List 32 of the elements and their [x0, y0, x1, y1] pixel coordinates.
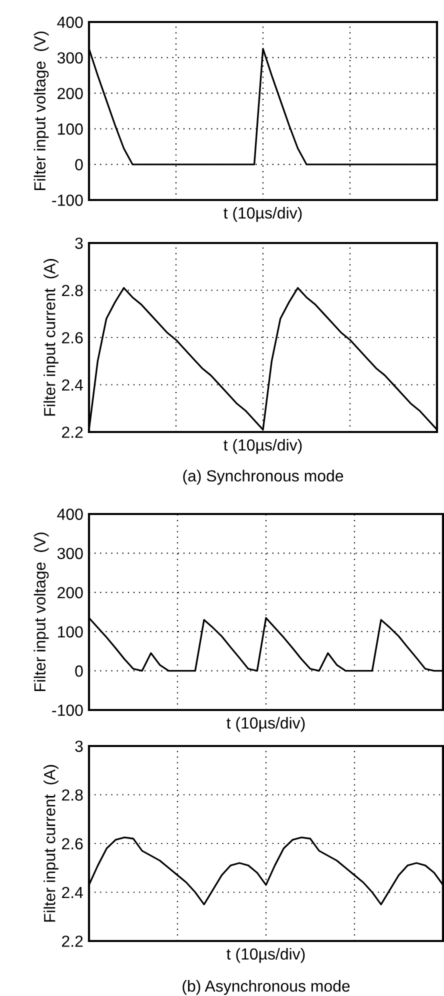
- y-tick-label: 3: [75, 740, 83, 752]
- y-tick-label: 2.8: [62, 284, 83, 296]
- y-axis-title: Filter input voltage (V): [34, 532, 49, 692]
- y-tick-label: 100: [58, 626, 83, 638]
- y-tick-label: 2.8: [62, 789, 83, 801]
- y-tick-label: 300: [57, 548, 83, 560]
- text: (a) Synchronous mode: [183, 470, 344, 485]
- x-axis-title: t (10µs/div): [224, 206, 302, 222]
- y-tick-label: 2.4: [62, 886, 83, 898]
- y-tick-label: 2.4: [62, 379, 83, 391]
- y-tick-label: 2.2: [62, 936, 83, 947]
- y-tick-label: 2.2: [62, 426, 83, 438]
- y-tick-label: 0: [75, 665, 83, 677]
- y-tick-label: 400: [57, 508, 83, 520]
- y-tick-label: 200: [58, 587, 83, 598]
- y-tick-label: 3: [75, 238, 83, 249]
- y-axis-title: Filter input voltage (V): [34, 32, 49, 190]
- y-tick-label: 400: [57, 16, 83, 28]
- x-axis-title: t (10µs/div): [226, 716, 305, 732]
- y-tick-label: 2.6: [62, 838, 83, 850]
- x-axis-title: t (10µs/div): [226, 948, 305, 963]
- y-tick-label: 0: [75, 159, 83, 170]
- y-tick-label: -100: [52, 704, 83, 716]
- y-tick-label: 100: [58, 123, 83, 135]
- y-tick-label: -100: [52, 194, 83, 206]
- y-tick-label: 300: [57, 52, 83, 64]
- x-axis-title: t (10µs/div): [224, 438, 302, 454]
- y-tick-label: 2.6: [62, 332, 83, 344]
- y-axis-title: Filter input current (A): [44, 765, 58, 922]
- text: (b) Asynchronous mode: [182, 980, 350, 995]
- y-axis-title: Filter input current (A): [44, 259, 58, 416]
- y-tick-label: 200: [58, 88, 83, 100]
